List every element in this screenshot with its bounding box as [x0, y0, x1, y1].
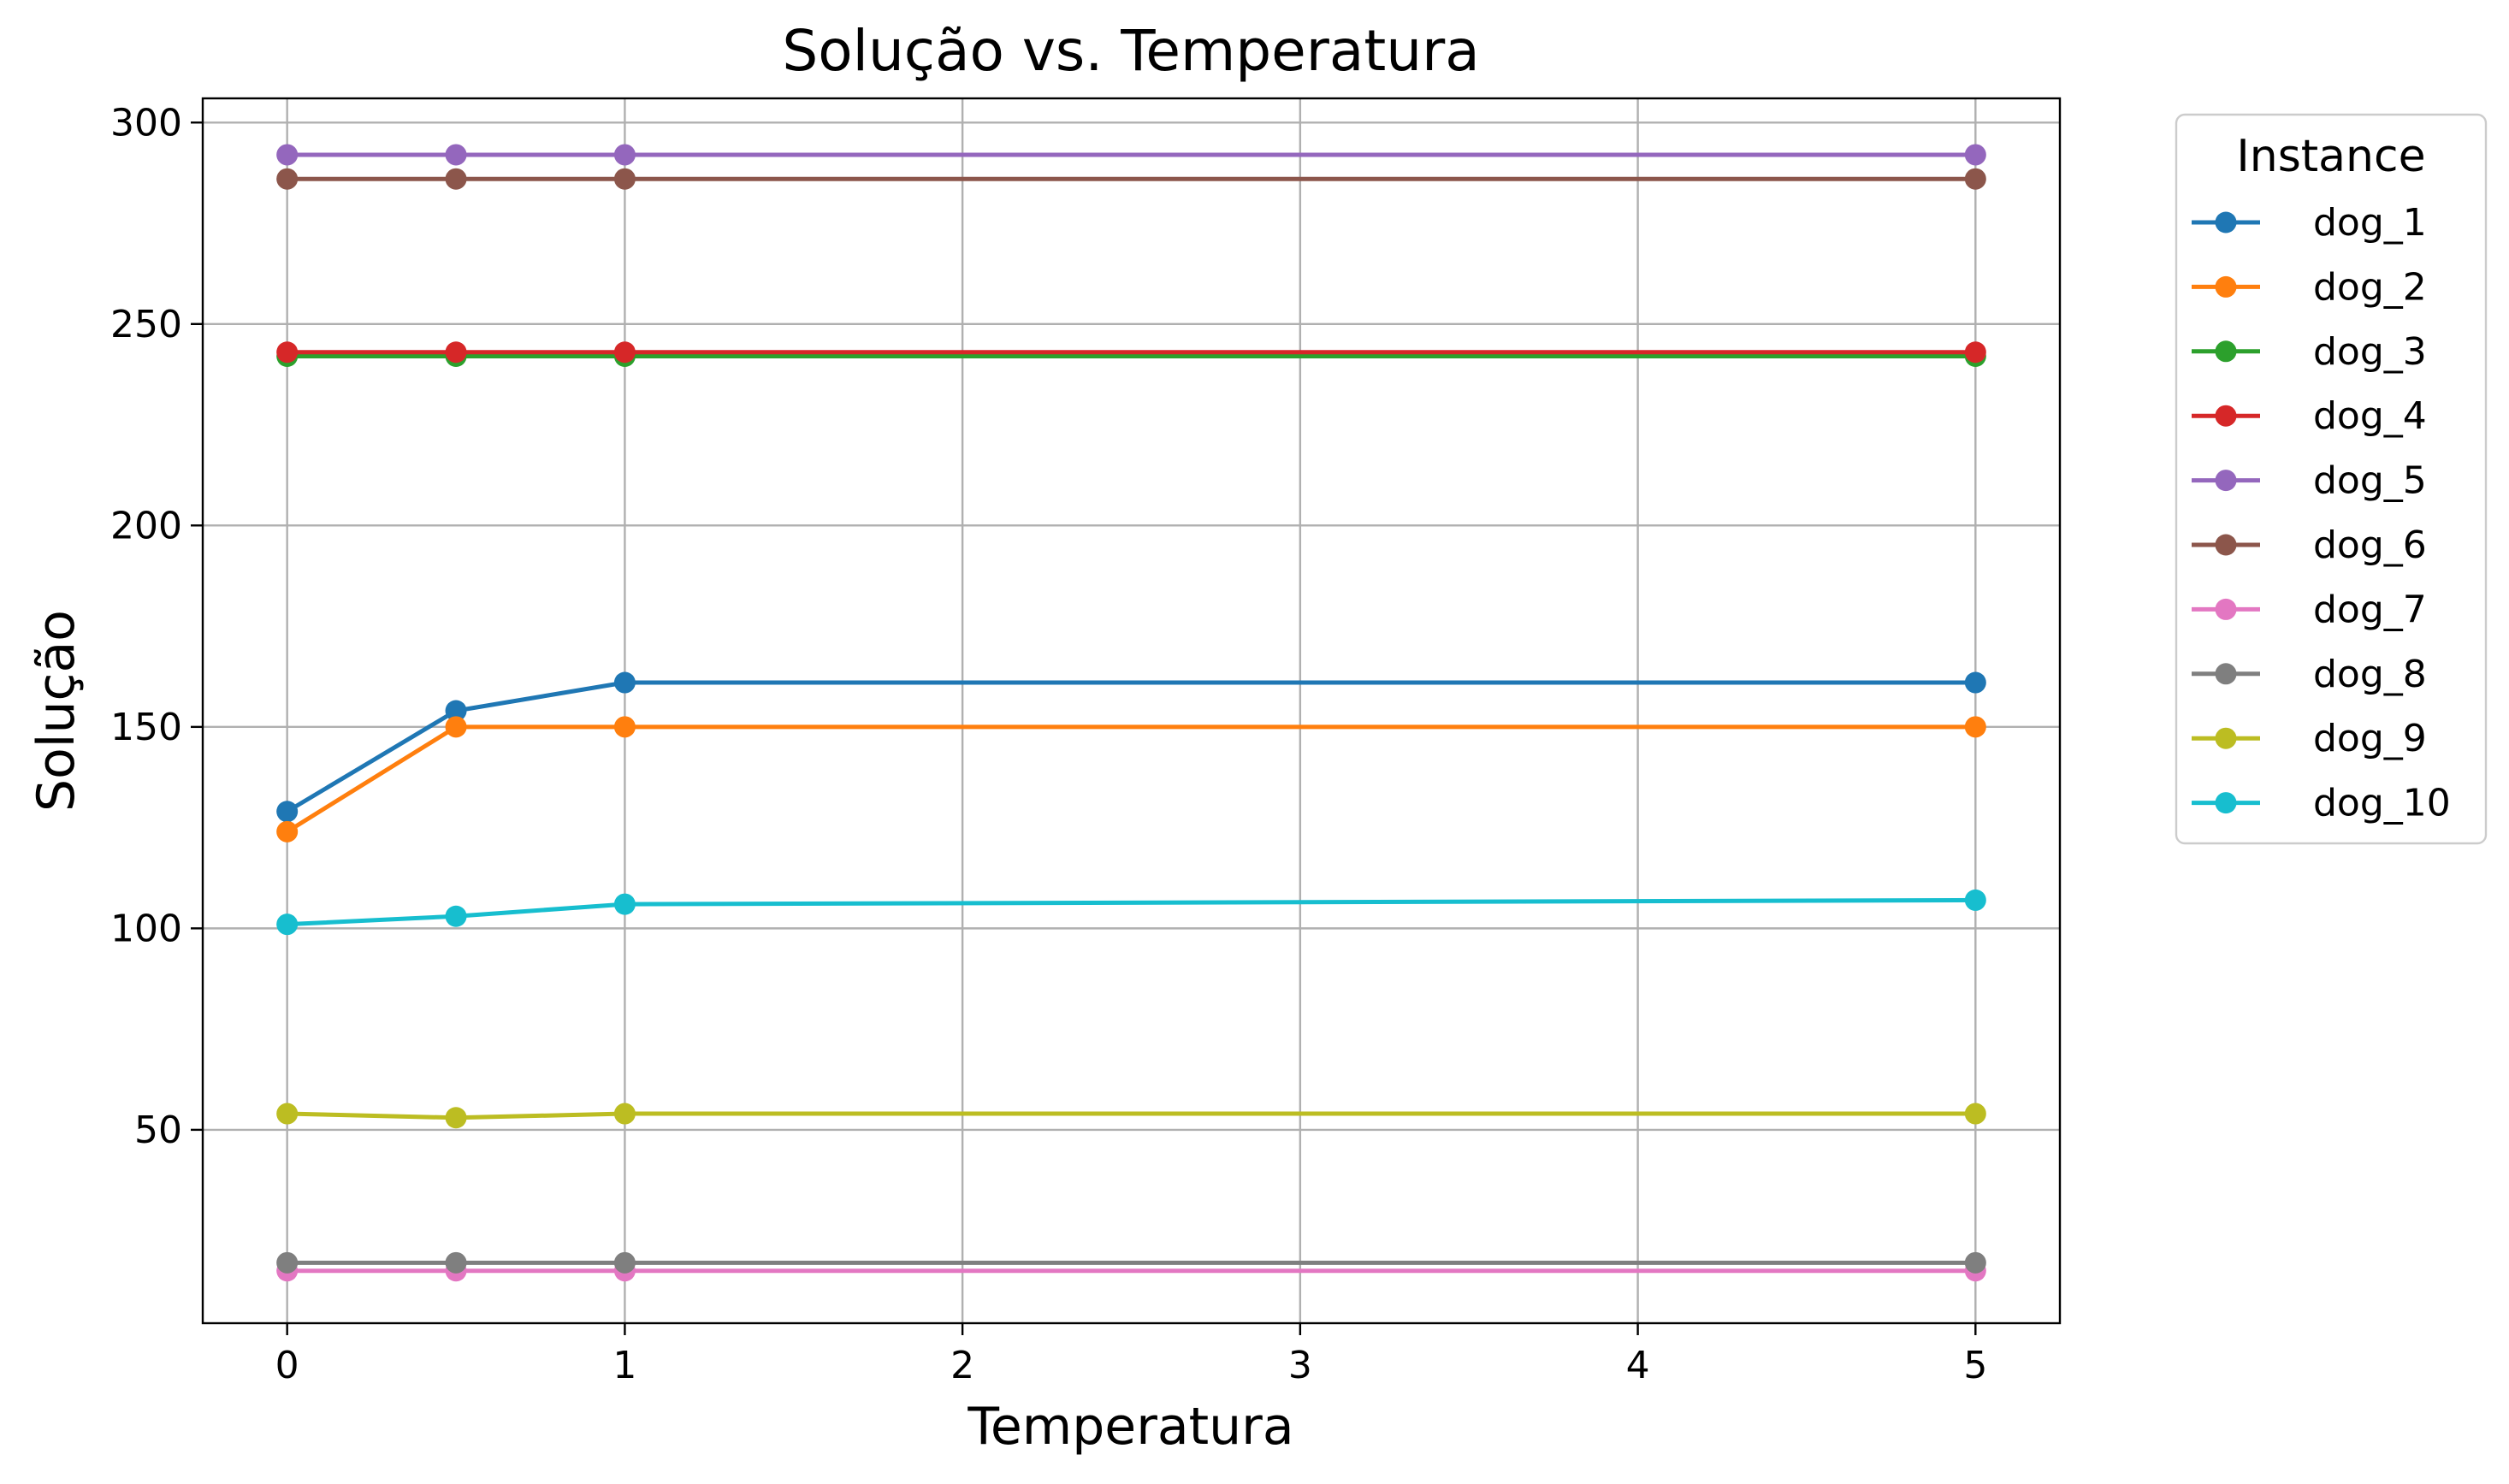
series-line-dog_1 — [286, 680, 1976, 813]
data-point-dog_8 — [613, 1251, 636, 1274]
data-point-dog_2 — [276, 820, 299, 843]
data-point-dog_10 — [445, 905, 467, 927]
legend-label-dog_9: dog_9 — [2313, 717, 2427, 760]
legend-label-dog_1: dog_1 — [2313, 201, 2427, 245]
legend-item-dog_3: dog_3 — [2192, 330, 2427, 374]
x-tick-label: 2 — [950, 1344, 974, 1387]
series-line-dog_9 — [287, 1111, 1976, 1120]
legend-marker-dog_9 — [2215, 727, 2237, 749]
data-point-dog_4 — [1964, 341, 1986, 364]
data-point-dog_6 — [1964, 168, 1986, 190]
y-tick-label: 250 — [110, 303, 182, 346]
data-point-dog_6 — [613, 168, 636, 190]
legend-item-dog_1: dog_1 — [2192, 201, 2427, 245]
legend-marker-dog_6 — [2215, 534, 2237, 556]
data-point-dog_2 — [445, 716, 467, 738]
data-point-dog_6 — [445, 168, 467, 190]
x-tick-label: 4 — [1626, 1344, 1650, 1387]
series-dog_6 — [276, 168, 1986, 190]
x-tick-label: 3 — [1288, 1344, 1312, 1387]
legend-items: dog_1 dog_2 dog_3 dog_4 dog_5 dog_6 dog_7 dog_8… — [2192, 201, 2451, 825]
data-point-dog_9 — [1964, 1103, 1986, 1125]
data-point-dog_2 — [613, 716, 636, 738]
series-dog_9 — [276, 1103, 1986, 1129]
y-axis: 50 100 150 200 250 300 — [110, 101, 203, 1152]
legend-item-dog_8: dog_8 — [2192, 653, 2427, 696]
data-point-dog_8 — [1964, 1251, 1986, 1274]
data-point-dog_9 — [445, 1107, 467, 1129]
data-point-dog_6 — [276, 168, 299, 190]
legend-item-dog_5: dog_5 — [2192, 459, 2427, 503]
legend-label-dog_2: dog_2 — [2313, 265, 2427, 309]
data-point-dog_10 — [1964, 889, 1986, 911]
legend-marker-dog_5 — [2215, 470, 2237, 492]
series-line-dog_2 — [286, 724, 1976, 834]
data-point-dog_1 — [1964, 671, 1986, 694]
data-point-dog_4 — [276, 341, 299, 364]
data-point-dog_8 — [276, 1251, 299, 1274]
x-axis-label: Temperatura — [967, 1397, 1293, 1457]
series-dog_1 — [276, 671, 1986, 823]
legend-title: Instance — [2236, 131, 2425, 182]
series-dog_10 — [276, 889, 1986, 936]
y-tick-label: 300 — [110, 101, 182, 145]
series-group — [276, 144, 1986, 1282]
series-dog_5 — [276, 144, 1986, 166]
legend-item-dog_10: dog_10 — [2192, 782, 2451, 825]
data-point-dog_5 — [613, 144, 636, 166]
legend-marker-dog_1 — [2215, 211, 2237, 234]
legend-marker-dog_8 — [2215, 663, 2237, 685]
legend-marker-dog_4 — [2215, 405, 2237, 427]
data-point-dog_4 — [445, 341, 467, 364]
data-point-dog_10 — [276, 913, 299, 936]
series-dog_8 — [276, 1251, 1986, 1274]
series-line-dog_10 — [287, 897, 1976, 927]
data-point-dog_1 — [613, 671, 636, 694]
legend-label-dog_7: dog_7 — [2313, 588, 2427, 631]
legend-marker-dog_3 — [2215, 340, 2237, 363]
legend-item-dog_7: dog_7 — [2192, 588, 2427, 631]
data-point-dog_9 — [276, 1103, 299, 1125]
series-dog_2 — [276, 716, 1986, 843]
legend: Instance dog_1dog_2dog_3dog_4dog_5dog_6d… — [2175, 113, 2488, 845]
legend-item-dog_9: dog_9 — [2192, 717, 2427, 760]
y-tick-label: 200 — [110, 504, 182, 547]
y-tick-label: 50 — [134, 1109, 182, 1152]
chart-title: Solução vs. Temperatura — [782, 18, 1479, 84]
data-point-dog_2 — [1964, 716, 1986, 738]
plot-area-frame — [201, 97, 2062, 1325]
y-tick-label: 100 — [110, 907, 182, 950]
series-dog_4 — [276, 341, 1986, 364]
legend-marker-dog_10 — [2215, 792, 2237, 814]
data-point-dog_5 — [276, 144, 299, 166]
legend-label-dog_4: dog_4 — [2313, 394, 2427, 438]
legend-label-dog_3: dog_3 — [2313, 330, 2427, 374]
legend-label-dog_10: dog_10 — [2313, 782, 2451, 825]
data-point-dog_5 — [1964, 144, 1986, 166]
y-tick-label: 150 — [110, 706, 182, 749]
legend-label-dog_5: dog_5 — [2313, 459, 2427, 503]
data-point-dog_1 — [276, 801, 299, 823]
legend-item-dog_4: dog_4 — [2192, 394, 2427, 438]
x-tick-label: 5 — [1963, 1344, 1987, 1387]
legend-frame — [2175, 113, 2488, 845]
data-point-dog_4 — [613, 341, 636, 364]
legend-item-dog_2: dog_2 — [2192, 265, 2427, 309]
x-tick-label: 0 — [275, 1344, 299, 1387]
data-point-dog_8 — [445, 1251, 467, 1274]
data-point-dog_5 — [445, 144, 467, 166]
legend-label-dog_8: dog_8 — [2313, 653, 2427, 696]
legend-marker-dog_2 — [2215, 275, 2237, 298]
data-point-dog_1 — [445, 700, 467, 722]
legend-label-dog_6: dog_6 — [2313, 523, 2427, 567]
legend-item-dog_6: dog_6 — [2192, 523, 2427, 567]
x-axis: 0 1 2 3 4 5 — [275, 1323, 1987, 1387]
legend-marker-dog_7 — [2215, 598, 2237, 620]
data-point-dog_10 — [613, 893, 636, 915]
x-tick-label: 1 — [612, 1344, 636, 1387]
data-point-dog_9 — [613, 1103, 636, 1125]
y-axis-label: Solução — [27, 610, 86, 812]
